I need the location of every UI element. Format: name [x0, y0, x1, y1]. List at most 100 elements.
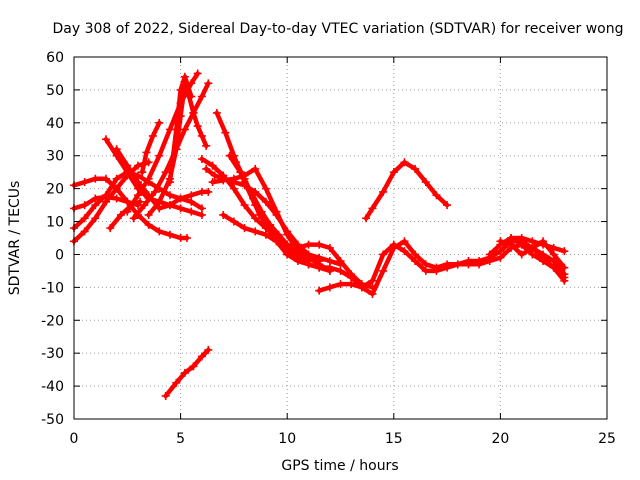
- data-point-arc-27: [507, 234, 516, 242]
- data-point-arc-5: [197, 210, 206, 219]
- data-point-arc-6: [123, 161, 132, 170]
- data-point-arc-12: [176, 85, 185, 94]
- data-point-arc-22: [379, 250, 388, 259]
- data-point-arc-22: [400, 247, 409, 256]
- data-point-arc-9: [197, 92, 206, 101]
- data-point-arc-11: [193, 122, 202, 131]
- data-point-arc-9: [140, 201, 149, 210]
- data-point-arc-23: [475, 257, 484, 266]
- data-point-arc-18: [225, 151, 234, 160]
- data-point-arc-19: [255, 210, 264, 219]
- data-point-arc-5: [101, 135, 110, 144]
- data-point-arc-27: [528, 250, 537, 259]
- data-point-arc-6: [187, 191, 196, 200]
- data-point-arc-20: [219, 210, 228, 219]
- data-point-arc-8: [155, 151, 164, 160]
- y-tick-label: -10: [41, 280, 64, 296]
- data-point-arc-23: [336, 266, 345, 275]
- y-tick-label: 30: [46, 149, 64, 165]
- data-point-arc-20: [304, 260, 313, 269]
- data-point-arc-15: [261, 197, 270, 206]
- x-tick-label: 0: [70, 431, 79, 447]
- series-line-arc-16: [210, 166, 311, 260]
- data-point-arc-1: [182, 234, 191, 242]
- data-point-arc-24: [443, 201, 452, 210]
- data-point-arc-1: [101, 174, 110, 183]
- data-point-arc-9: [204, 79, 213, 88]
- data-point-arc-20: [240, 224, 249, 233]
- data-point-arc-2: [112, 194, 121, 203]
- x-tick-label: 15: [385, 431, 403, 447]
- axis-ticks: [73, 56, 608, 420]
- data-point-arc-20: [293, 253, 302, 262]
- data-point-arc-17: [221, 128, 230, 137]
- data-point-arc-5: [176, 204, 185, 213]
- data-point-arc-24: [379, 187, 388, 196]
- series-line-arc-27: [508, 235, 567, 280]
- y-tick-label: 40: [46, 116, 64, 132]
- data-point-arc-14: [251, 214, 260, 223]
- data-point-arc-23: [379, 266, 388, 275]
- data-point-arc-9: [129, 214, 138, 223]
- data-point-arc-19: [264, 220, 273, 229]
- data-point-arc-23: [411, 250, 420, 259]
- series-line-arc-10: [139, 120, 162, 175]
- data-point-arc-13: [172, 378, 181, 387]
- data-point-arc-16: [219, 176, 228, 185]
- data-point-arc-13: [189, 362, 198, 371]
- y-tick-label: -50: [41, 412, 64, 428]
- data-point-arc-8: [133, 191, 142, 200]
- data-point-arc-16: [261, 184, 270, 193]
- data-point-arc-24: [389, 168, 398, 177]
- data-point-arc-1: [144, 220, 153, 229]
- data-point-arc-20: [315, 263, 324, 272]
- data-point-arc-24: [362, 214, 371, 223]
- series-line-arc-3: [71, 160, 151, 244]
- data-point-arc-4: [165, 191, 174, 200]
- x-tick-label: 20: [491, 431, 509, 447]
- data-point-arc-20: [229, 217, 238, 226]
- data-point-arc-27: [560, 273, 569, 282]
- data-point-arc-23: [325, 263, 334, 272]
- data-point-arc-6: [165, 201, 174, 210]
- data-point-arc-26: [496, 237, 505, 246]
- data-point-arc-26: [517, 250, 526, 259]
- data-point-arc-21: [304, 240, 313, 249]
- series-layer: [70, 69, 569, 400]
- data-point-arc-11: [144, 210, 153, 219]
- data-point-arc-11: [155, 197, 164, 206]
- data-point-arc-15: [202, 164, 211, 173]
- data-point-arc-24: [368, 204, 377, 213]
- data-point-arc-14: [197, 155, 206, 164]
- data-point-arc-23: [443, 260, 452, 269]
- data-point-arc-8: [144, 174, 153, 183]
- data-point-arc-15: [210, 171, 219, 180]
- data-point-arc-23: [464, 257, 473, 266]
- data-point-arc-19: [240, 174, 249, 183]
- y-axis-label: SDTVAR / TECUs: [7, 181, 23, 296]
- y-tick-label: -20: [41, 313, 64, 329]
- data-point-arc-24: [421, 178, 430, 187]
- data-point-arc-24: [400, 158, 409, 167]
- data-point-arc-1: [91, 174, 100, 183]
- data-point-arc-21: [336, 257, 345, 266]
- data-point-arc-23: [400, 237, 409, 246]
- data-point-arc-20: [251, 227, 260, 236]
- data-point-arc-3: [112, 184, 121, 193]
- data-point-arc-26: [539, 237, 548, 246]
- data-point-arc-22: [325, 283, 334, 292]
- data-point-arc-26: [549, 250, 558, 259]
- x-axis-label: GPS time / hours: [281, 458, 398, 474]
- data-point-arc-3: [133, 161, 142, 170]
- data-point-arc-26: [560, 263, 569, 272]
- x-tick-label: 10: [278, 431, 296, 447]
- data-point-arc-9: [180, 125, 189, 134]
- data-point-arc-23: [368, 289, 377, 298]
- data-point-arc-21: [325, 243, 334, 252]
- data-point-arc-19: [249, 194, 258, 203]
- data-point-arc-13: [180, 368, 189, 377]
- data-point-arc-3: [80, 227, 89, 236]
- data-point-arc-11: [189, 108, 198, 117]
- data-point-arc-23: [421, 260, 430, 269]
- data-point-arc-12: [172, 125, 181, 134]
